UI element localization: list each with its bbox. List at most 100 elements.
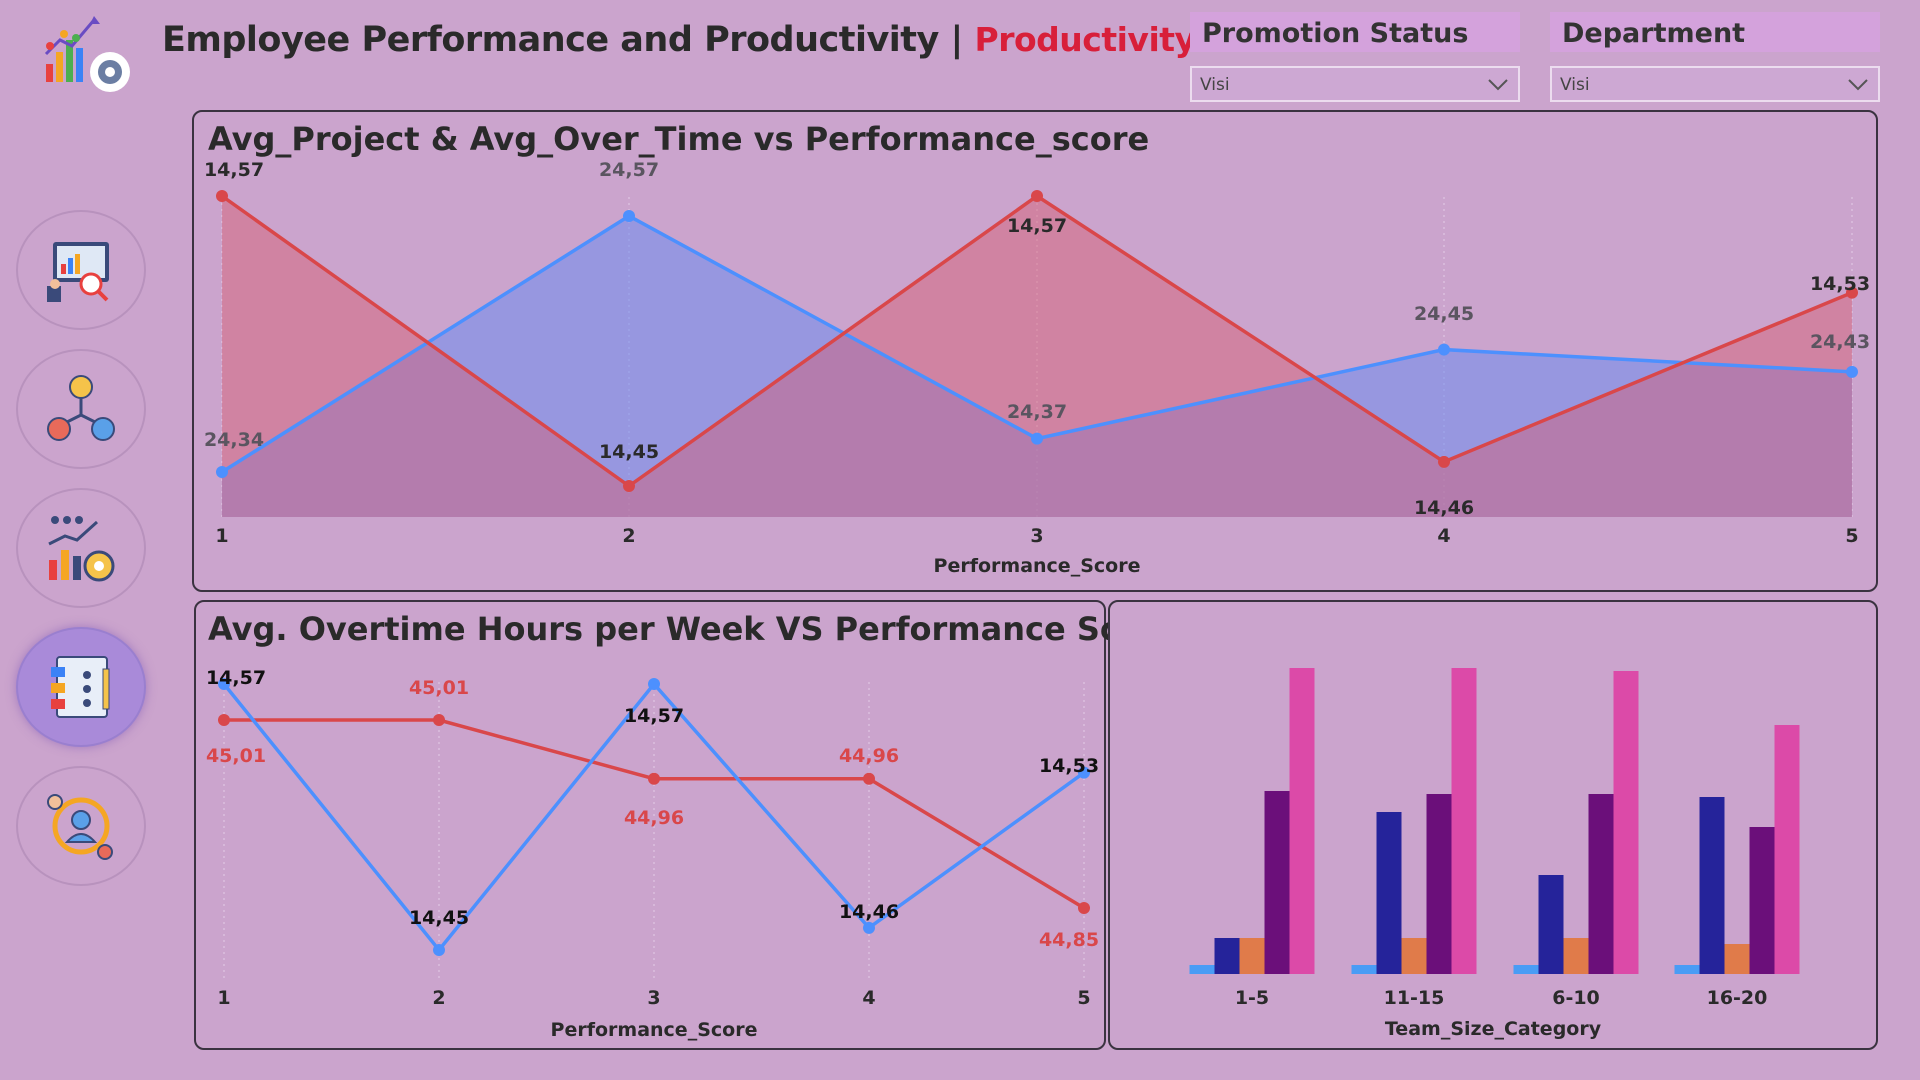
bar xyxy=(1513,965,1539,974)
promotion-status-label: Promotion Status xyxy=(1190,12,1520,52)
x-tick-label: 2 xyxy=(622,525,635,547)
app-logo-icon xyxy=(42,14,132,96)
bar xyxy=(1426,794,1452,974)
data-label: 14,57 xyxy=(204,159,264,181)
team-growth-chart-icon xyxy=(48,516,115,582)
x-tick-label: 2 xyxy=(432,987,445,1009)
line-chart: 14,57 14,45 14,57 14,46 14,53 45,01 45,01 44,96… xyxy=(206,667,1099,1041)
bar xyxy=(1401,938,1427,974)
x-tick-label: 6-10 xyxy=(1552,987,1600,1009)
department-label: Department xyxy=(1550,12,1880,52)
department-slicer: Department Visi xyxy=(1550,12,1880,102)
bar xyxy=(1264,791,1290,974)
project-planning-icon xyxy=(51,656,110,718)
data-label: 24,43 xyxy=(1810,331,1870,353)
data-point xyxy=(1438,343,1450,356)
nav-project-button[interactable] xyxy=(16,627,146,747)
data-point xyxy=(433,944,445,956)
bar xyxy=(1774,725,1800,974)
series-area xyxy=(222,196,1852,517)
bar-chart-panel: 1-5 11-15 6-10 16-20 Team_Size_Category xyxy=(1108,600,1878,1050)
x-tick-label: 16-20 xyxy=(1707,987,1768,1009)
data-label: 45,01 xyxy=(409,677,469,699)
bar xyxy=(1563,938,1589,974)
data-label: 44,85 xyxy=(1039,929,1099,951)
nav-employee-button[interactable] xyxy=(16,766,146,886)
x-tick-label: 5 xyxy=(1077,987,1090,1009)
bar xyxy=(1239,938,1265,974)
bar xyxy=(1289,668,1315,974)
data-point xyxy=(623,210,635,222)
data-point xyxy=(648,678,660,690)
data-point xyxy=(433,714,445,726)
department-dropdown[interactable]: Visi xyxy=(1550,66,1880,102)
bar xyxy=(1351,965,1377,974)
title-separator: | xyxy=(950,20,964,60)
bar xyxy=(1724,944,1750,974)
x-axis-label: Performance_Score xyxy=(934,555,1141,577)
x-tick-label: 1 xyxy=(217,987,230,1009)
line-chart-title: Avg. Overtime Hours per Week VS Performa… xyxy=(208,610,1179,648)
data-point xyxy=(1078,902,1090,914)
nav-analytics-button[interactable] xyxy=(16,210,146,330)
data-point xyxy=(648,772,660,785)
x-tick-label: 4 xyxy=(1437,525,1450,547)
data-point xyxy=(1846,286,1858,299)
data-label: 14,53 xyxy=(1039,755,1099,777)
x-tick-label: 1-5 xyxy=(1235,987,1269,1009)
data-label: 14,45 xyxy=(409,907,469,929)
data-label: 14,45 xyxy=(599,441,659,463)
data-point xyxy=(1846,365,1858,378)
data-point xyxy=(216,190,228,202)
x-tick-label: 4 xyxy=(862,987,875,1009)
department-value: Visi xyxy=(1560,75,1590,95)
x-axis-label: Performance_Score xyxy=(551,1019,758,1041)
data-label: 14,46 xyxy=(839,901,899,923)
x-axis-label: Team_Size_Category xyxy=(1385,1018,1602,1040)
promotion-status-value: Visi xyxy=(1200,75,1230,95)
data-label: 14,57 xyxy=(1007,215,1067,237)
x-tick-label: 3 xyxy=(1030,525,1043,547)
bar xyxy=(1451,668,1477,974)
data-label: 24,34 xyxy=(204,429,264,451)
bar xyxy=(1376,812,1402,974)
analytics-presentation-icon xyxy=(47,242,109,302)
area-chart-panel: Avg_Project & Avg_Over_Time vs Performan… xyxy=(192,110,1878,592)
data-point xyxy=(1031,432,1043,445)
line-chart-panel: Avg. Overtime Hours per Week VS Performa… xyxy=(194,600,1178,1050)
area-chart: 14,57 14,45 14,57 14,46 14,53 24,34 24,57 24,37… xyxy=(204,159,1870,577)
data-point xyxy=(863,921,875,934)
data-label: 14,46 xyxy=(1414,497,1474,519)
team-network-icon xyxy=(47,375,115,441)
bar xyxy=(1538,875,1564,974)
promotion-status-slicer: Promotion Status Visi xyxy=(1190,12,1520,102)
bar xyxy=(1749,827,1775,974)
dashboard-title: Employee Performance and Productivity xyxy=(162,20,939,60)
data-point xyxy=(863,772,875,785)
bar xyxy=(1699,797,1725,974)
x-tick-label: 3 xyxy=(647,987,660,1009)
data-label: 44,96 xyxy=(624,807,684,829)
data-point xyxy=(1438,455,1450,468)
data-label: 14,53 xyxy=(1810,273,1870,295)
x-tick-label: 1 xyxy=(215,525,228,547)
bar-chart: 1-5 11-15 6-10 16-20 Team_Size_Category xyxy=(1189,668,1800,1040)
data-label: 14,57 xyxy=(624,705,684,727)
nav-team-button[interactable] xyxy=(16,349,146,469)
data-point xyxy=(1078,766,1090,779)
x-tick-label: 11-15 xyxy=(1384,987,1445,1009)
data-label: 24,37 xyxy=(1007,401,1067,423)
data-label: 14,57 xyxy=(206,667,266,689)
data-label: 24,57 xyxy=(599,159,659,181)
bar xyxy=(1613,671,1639,974)
bar xyxy=(1674,965,1700,974)
data-point xyxy=(1031,190,1043,202)
promotion-status-dropdown[interactable]: Visi xyxy=(1190,66,1520,102)
page-subtitle: Productivity xyxy=(974,20,1197,59)
employee-cycle-icon xyxy=(47,794,113,860)
nav-growth-button[interactable] xyxy=(16,488,146,608)
bar xyxy=(1214,938,1240,974)
data-point xyxy=(623,480,635,492)
area-chart-title: Avg_Project & Avg_Over_Time vs Performan… xyxy=(208,120,1150,158)
data-point xyxy=(218,714,230,726)
